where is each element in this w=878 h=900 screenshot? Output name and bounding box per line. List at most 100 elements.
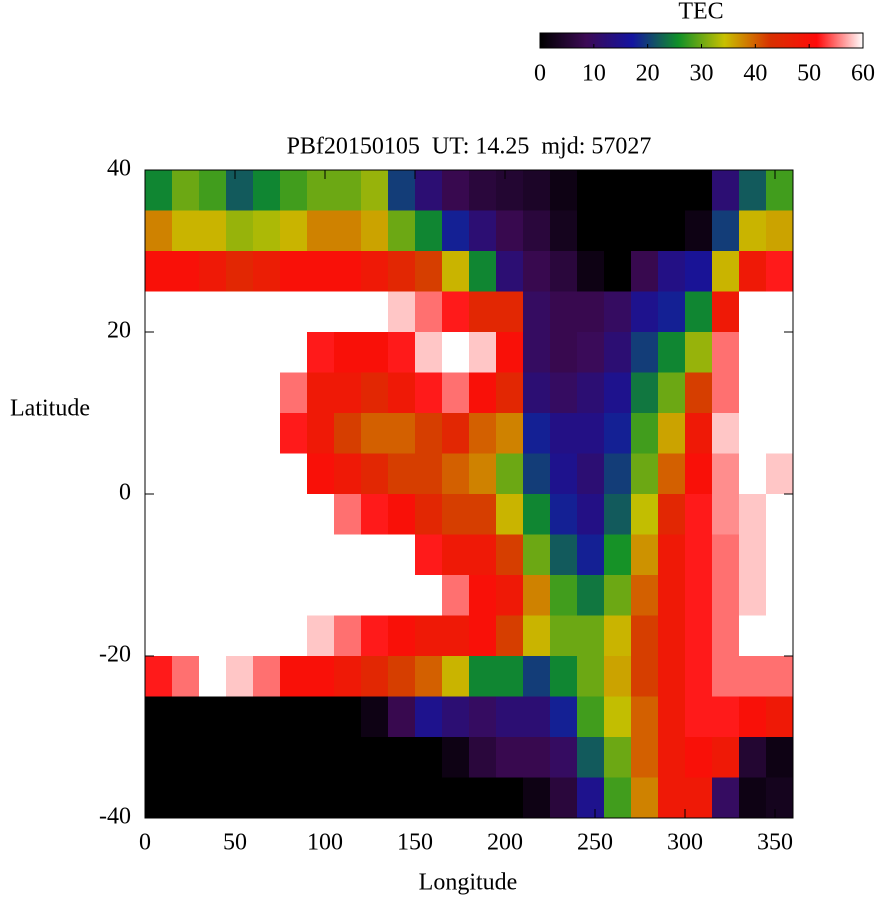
heatmap-cell xyxy=(253,251,281,292)
heatmap-cell xyxy=(658,453,686,495)
heatmap-cell xyxy=(415,656,443,697)
heatmap-cell xyxy=(658,696,686,738)
heatmap-cell xyxy=(361,210,389,252)
heatmap-cell xyxy=(388,534,416,576)
x-tick-label: 200 xyxy=(487,830,523,856)
heatmap-cell xyxy=(739,332,767,373)
heatmap-cell xyxy=(712,696,740,738)
heatmap-cell xyxy=(631,575,659,616)
heatmap-cell xyxy=(577,696,605,738)
heatmap-cell xyxy=(388,494,416,535)
heatmap-cell xyxy=(712,453,740,495)
heatmap-cell xyxy=(550,615,578,657)
heatmap-cell xyxy=(442,210,470,252)
heatmap-cell xyxy=(523,696,551,738)
heatmap-cell xyxy=(604,656,632,697)
heatmap-cell xyxy=(145,332,173,373)
heatmap-cell xyxy=(550,737,578,778)
heatmap-cell xyxy=(442,494,470,535)
heatmap-cell xyxy=(685,656,713,697)
heatmap-cell xyxy=(280,372,308,414)
heatmap-cell xyxy=(145,291,173,333)
heatmap-cell xyxy=(469,494,497,535)
heatmap-cell xyxy=(415,251,443,292)
heatmap-cell xyxy=(604,777,632,819)
heatmap-cell xyxy=(523,170,551,211)
heatmap-cell xyxy=(550,777,578,819)
heatmap-cell xyxy=(334,372,362,414)
heatmap-cell xyxy=(415,170,443,211)
heatmap-cell xyxy=(199,332,227,373)
heatmap-cell xyxy=(388,332,416,373)
heatmap-cell xyxy=(226,332,254,373)
heatmap-cell xyxy=(523,575,551,616)
heatmap-cell xyxy=(334,534,362,576)
heatmap-cell xyxy=(496,170,524,211)
heatmap-cell xyxy=(631,494,659,535)
heatmap-cell xyxy=(145,413,173,454)
heatmap-cell xyxy=(550,413,578,454)
heatmap-cell xyxy=(226,413,254,454)
heatmap-cell xyxy=(442,332,470,373)
heatmap-cell xyxy=(388,170,416,211)
heatmap-cell xyxy=(496,453,524,495)
heatmap-cell xyxy=(199,210,227,252)
heatmap-cell xyxy=(631,737,659,778)
heatmap-cell xyxy=(496,291,524,333)
heatmap-cell xyxy=(766,777,794,819)
heatmap-cell xyxy=(739,210,767,252)
heatmap-cell xyxy=(334,453,362,495)
heatmap-cell xyxy=(361,534,389,576)
heatmap-cell xyxy=(334,777,362,819)
heatmap-cell xyxy=(577,251,605,292)
heatmap-cell xyxy=(712,170,740,211)
heatmap-cell xyxy=(577,291,605,333)
heatmap-cell xyxy=(415,210,443,252)
heatmap-cell xyxy=(685,453,713,495)
heatmap-cell xyxy=(469,170,497,211)
heatmap-cell xyxy=(361,453,389,495)
heatmap-cell xyxy=(523,413,551,454)
heatmap-cell xyxy=(550,251,578,292)
colorbar-tick-label: 40 xyxy=(743,61,767,87)
heatmap-cell xyxy=(658,575,686,616)
heatmap-cell xyxy=(658,737,686,778)
heatmap-cell xyxy=(280,615,308,657)
heatmap-cell xyxy=(469,372,497,414)
heatmap-cell xyxy=(199,494,227,535)
heatmap-cell xyxy=(712,332,740,373)
heatmap-cell xyxy=(442,777,470,819)
heatmap-cell xyxy=(388,737,416,778)
heatmap-cell xyxy=(631,251,659,292)
heatmap-cell xyxy=(523,251,551,292)
heatmap-cell xyxy=(307,656,335,697)
heatmap-cell xyxy=(442,575,470,616)
heatmap-cell xyxy=(253,453,281,495)
colorbar-tick-label: 60 xyxy=(851,61,875,87)
heatmap-cell xyxy=(496,534,524,576)
heatmap-cell xyxy=(550,575,578,616)
heatmap-cell xyxy=(766,534,794,576)
heatmap-cell xyxy=(334,291,362,333)
heatmap-cell xyxy=(469,615,497,657)
heatmap-cell xyxy=(145,251,173,292)
heatmap-cell xyxy=(145,372,173,414)
heatmap-cell xyxy=(577,534,605,576)
heatmap-cell xyxy=(577,372,605,414)
heatmap-cell xyxy=(253,170,281,211)
heatmap-cell xyxy=(604,170,632,211)
heatmap-cell xyxy=(469,575,497,616)
heatmap-cell xyxy=(685,494,713,535)
heatmap-cell xyxy=(415,777,443,819)
heatmap-cell xyxy=(685,332,713,373)
heatmap-cell xyxy=(361,251,389,292)
heatmap-cell xyxy=(280,534,308,576)
heatmap-cell xyxy=(415,413,443,454)
heatmap-cell xyxy=(253,291,281,333)
heatmap-cell xyxy=(172,494,200,535)
colorbar-tick-label: 10 xyxy=(582,61,606,87)
heatmap-cell xyxy=(685,210,713,252)
heatmap-cell xyxy=(334,210,362,252)
colorbar-label: TEC xyxy=(678,0,723,25)
heatmap-cell xyxy=(226,494,254,535)
